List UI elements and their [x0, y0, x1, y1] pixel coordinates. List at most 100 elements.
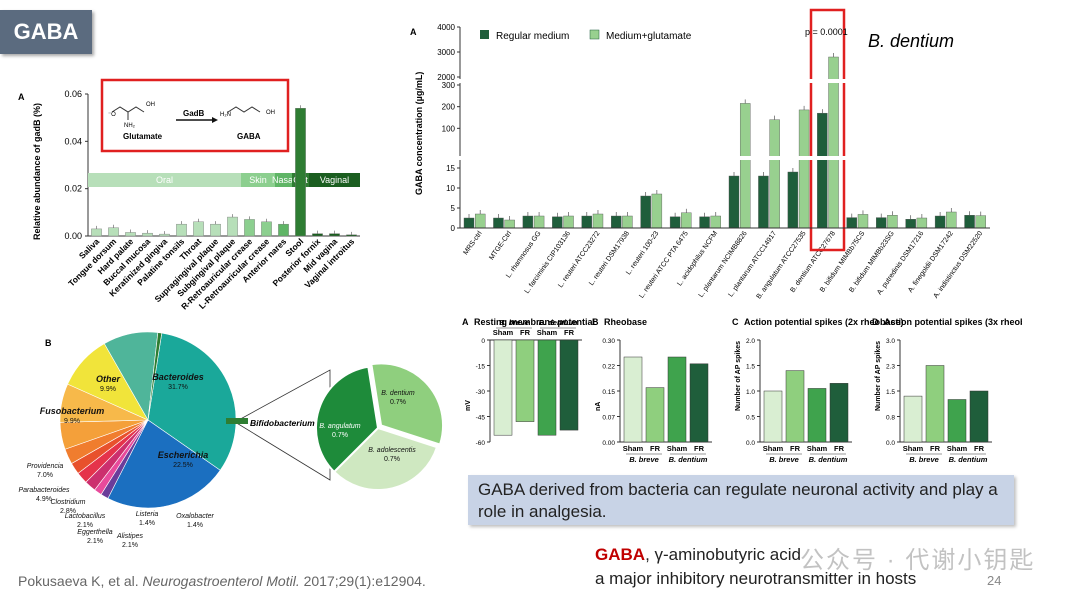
bifido-label: Bifidobacterium — [250, 418, 315, 428]
pie-label: Lactobacillus — [65, 513, 106, 520]
gaba-ytick-label: 200 — [442, 103, 456, 112]
ephys-bar — [807, 388, 827, 443]
gadb-bar — [312, 233, 323, 237]
gadb-bar — [176, 223, 187, 237]
gadb-bar — [125, 232, 136, 237]
pie-value: 4.9% — [36, 496, 52, 503]
gaba-ytick-label: 4000 — [437, 23, 455, 32]
bar-glutamate — [592, 213, 604, 229]
ephys-ytick-label: 2.3 — [886, 364, 895, 371]
bar-glutamate — [946, 211, 957, 229]
bifido-sliver — [226, 418, 248, 424]
pie-label: Listeria — [136, 511, 159, 518]
pie-labels: Bacteroides 31.7% Escherichia 22.5% Oxalobac… — [19, 372, 417, 549]
ephys-ytick-label: 1.5 — [886, 389, 895, 396]
ephys-xlabel: FR — [834, 444, 845, 453]
bar-regular — [964, 214, 975, 229]
gaba-definition: , γ-aminobutyric acid — [645, 545, 801, 564]
band-label: Skin — [249, 175, 267, 185]
gadb-bands: OralSkinNasalGutVaginal — [88, 173, 360, 187]
bar-regular — [817, 112, 828, 229]
ephys-ylabel: nA — [595, 402, 602, 411]
svg-text:⁻O: ⁻O — [108, 112, 116, 118]
ephys-bar — [903, 395, 923, 443]
ephys-bar — [493, 339, 513, 436]
bar-glutamate — [975, 215, 986, 229]
watermark: 公众号 · 代谢小钥匙 — [800, 547, 1036, 574]
pie-value: 2.8% — [60, 508, 76, 515]
gaba-structure: H₂N OH — [220, 106, 275, 118]
p-value: p = 0.0001 — [805, 27, 848, 37]
gaba-xlabel: A. indistinctus DSM22520 — [933, 230, 985, 300]
ephys-ytick-label: 0.00 — [602, 440, 615, 447]
pie-label: Providencia — [27, 463, 64, 470]
gadb-bar — [142, 232, 153, 237]
ephys-xlabel: Sham — [537, 328, 558, 337]
ephys-ytick-label: 0.07 — [602, 415, 615, 422]
ephys-ytick-label: 1.0 — [746, 389, 755, 396]
highlight-frame — [809, 8, 846, 252]
ephys-group-label: B. breve — [629, 455, 659, 464]
gadb-bar — [210, 223, 221, 237]
reference-journal: Neurogastroenterol Motil. — [142, 573, 300, 589]
pie-value: 2.1% — [87, 538, 103, 545]
reaction-frame — [100, 78, 290, 153]
bifido-label: B. dentium — [381, 390, 415, 397]
band-label: Vaginal — [320, 175, 349, 185]
pie-value: 1.4% — [187, 522, 203, 529]
ephys-ytick-label: 0.0 — [746, 440, 755, 447]
bar-regular — [493, 217, 504, 229]
pie-label: Eggerthella — [77, 529, 113, 536]
ephys-group-label: B. breve — [769, 455, 799, 464]
gaba-ylabel: GABA concentration (µg/mL) — [414, 72, 424, 195]
bar-regular — [463, 217, 475, 229]
ephys-ytick-label: -45 — [476, 415, 486, 422]
ephys-group-label: B. breve — [909, 455, 939, 464]
ephys-title: Action potential spikes (2x rheobase) — [744, 317, 904, 327]
gadb-bar — [108, 227, 119, 237]
gaba-ytick-label: 2000 — [437, 73, 455, 82]
gaba-ytick-label: 3000 — [437, 48, 455, 57]
pie-value: 2.1% — [77, 522, 93, 529]
gadb-bar — [278, 223, 289, 237]
ephys-ytick-label: 0.15 — [602, 389, 615, 396]
pie-value: 22.5% — [173, 462, 193, 469]
ephys-xlabel: FR — [520, 328, 531, 337]
ephys-ytick-label: 1.5 — [746, 364, 755, 371]
ephys-ytick-label: -15 — [476, 364, 486, 371]
ephys-bar — [559, 339, 579, 431]
bar-glutamate — [798, 109, 810, 229]
ephys-bar — [623, 356, 643, 443]
bar-glutamate — [739, 103, 751, 229]
svg-text:OH: OH — [146, 102, 155, 108]
gaba-xlabel: L. reuteri ATCC PTA 6475 — [638, 230, 690, 300]
pie-label: Clostridium — [50, 499, 85, 506]
ephys-group-label: B. breve — [499, 318, 529, 327]
caption-box: GABA derived from bacteria can regulate … — [468, 475, 1014, 525]
ephys-xlabel: Sham — [623, 444, 644, 453]
bottom-line-2: a major inhibitory neurotransmitter in h… — [595, 569, 917, 588]
gaba-bars — [463, 53, 986, 229]
bar-regular — [581, 215, 592, 229]
bar-regular — [728, 175, 740, 229]
bar-glutamate — [916, 217, 928, 229]
ephys-ytick-label: -60 — [476, 440, 486, 447]
ephys-letter: A — [462, 317, 469, 327]
bifido-value: 0.7% — [332, 432, 348, 439]
gadb-bar — [244, 219, 255, 237]
bar-glutamate — [563, 215, 574, 229]
pie-slice-bacteroides — [147, 332, 237, 471]
ephys-xlabel: Sham — [667, 444, 688, 453]
slide-tag: GABA — [0, 10, 92, 54]
bar-regular — [905, 218, 916, 229]
enzyme-label: GadB — [183, 109, 205, 118]
pie-slice-escherichia — [107, 419, 221, 509]
reference: Pokusaeva K, et al. Neurogastroenterol M… — [18, 573, 426, 589]
ephys-ylabel: Number of AP spikes — [735, 341, 742, 411]
pie-value: 31.7% — [168, 384, 188, 391]
b-dentium-title: B. dentium — [868, 31, 954, 51]
legend-swatch-glutamate — [589, 29, 600, 40]
gadb-bar — [159, 233, 170, 237]
bar-regular — [522, 215, 534, 229]
